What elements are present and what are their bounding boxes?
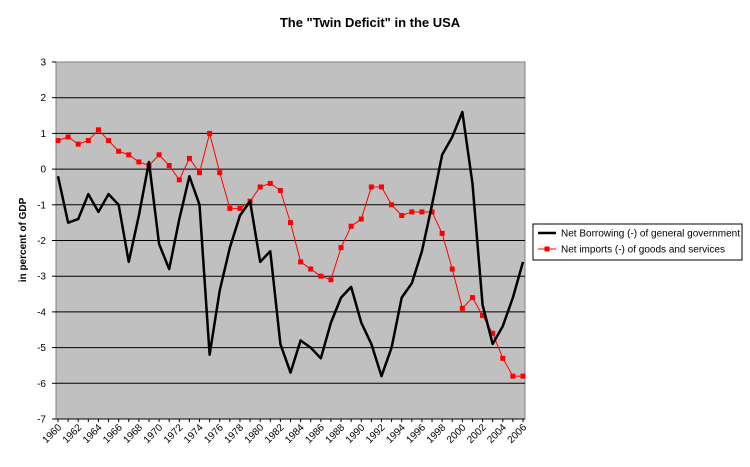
x-tick-label: 1984 bbox=[283, 422, 307, 446]
legend-label-net-imports: Net imports (-) of goods and services bbox=[561, 245, 725, 256]
x-tick-label: 1986 bbox=[303, 422, 327, 446]
x-tick-label: 1966 bbox=[101, 422, 125, 446]
net-imports-point bbox=[459, 305, 465, 311]
x-tick-label: 2000 bbox=[445, 422, 469, 446]
y-axis-ticks: 3 2 1 0 -1 -2 -3 -4 -5 -6 -7 bbox=[37, 58, 56, 426]
net-imports-point bbox=[257, 184, 263, 190]
net-imports-point bbox=[419, 209, 425, 215]
net-imports-point bbox=[288, 220, 293, 226]
x-tick-label: 1970 bbox=[142, 422, 166, 446]
net-imports-point bbox=[176, 177, 182, 183]
series-layer bbox=[55, 110, 526, 379]
net-imports-point bbox=[409, 209, 415, 215]
net-imports-point bbox=[429, 209, 435, 215]
net-imports-point bbox=[277, 188, 283, 194]
x-tick-label: 1972 bbox=[162, 422, 186, 446]
y-axis-label: in percent of GDP bbox=[18, 197, 29, 282]
net-imports-point bbox=[358, 216, 364, 222]
net-imports-point bbox=[267, 180, 273, 186]
y-tick-label: -2 bbox=[37, 236, 46, 247]
net-imports-point bbox=[65, 134, 71, 140]
legend-marker-net-imports bbox=[544, 246, 550, 252]
y-tick-label: -5 bbox=[37, 343, 46, 354]
legend-box bbox=[532, 223, 743, 261]
x-tick-label: 2006 bbox=[506, 422, 530, 446]
net-imports-point bbox=[166, 163, 172, 169]
net-imports-point bbox=[298, 259, 304, 265]
net-imports-point bbox=[186, 155, 192, 161]
x-tick-label: 1998 bbox=[425, 422, 449, 446]
net-imports-point bbox=[116, 148, 122, 154]
chart-title: The "Twin Deficit" in the USA bbox=[280, 15, 461, 30]
x-tick-label: 1974 bbox=[182, 422, 206, 446]
net-imports-point bbox=[136, 159, 142, 165]
net-imports-point bbox=[106, 138, 112, 144]
x-tick-label: 1978 bbox=[223, 422, 247, 446]
net-imports-point bbox=[348, 223, 354, 229]
net-imports-point bbox=[126, 152, 132, 158]
net-imports-point bbox=[490, 330, 496, 336]
x-tick-label: 1992 bbox=[364, 422, 388, 446]
net-imports-point bbox=[338, 245, 344, 251]
net-imports-point bbox=[308, 266, 314, 272]
net-imports-point bbox=[368, 184, 374, 190]
net-imports-point bbox=[439, 230, 445, 236]
y-tick-label: -1 bbox=[37, 200, 46, 211]
x-tick-label: 2004 bbox=[485, 422, 509, 446]
net-imports-point bbox=[480, 312, 486, 318]
x-tick-label: 1960 bbox=[41, 422, 65, 446]
net-imports-point bbox=[399, 213, 405, 219]
y-tick-label: 3 bbox=[40, 58, 46, 69]
net-imports-point bbox=[389, 202, 395, 208]
net-imports-point bbox=[328, 277, 334, 283]
x-tick-label: 1968 bbox=[121, 422, 145, 446]
net-imports-point bbox=[378, 184, 384, 190]
legend: Net Borrowing (-) of general government … bbox=[532, 223, 743, 261]
net-imports-point bbox=[156, 152, 162, 158]
net-imports-point bbox=[449, 266, 455, 272]
x-axis-ticks: 1960196219641966196819701972197419761978… bbox=[41, 418, 530, 446]
net-imports-point bbox=[510, 373, 516, 379]
y-tick-label: 1 bbox=[40, 129, 46, 140]
y-tick-label: 0 bbox=[40, 165, 46, 176]
net-imports-point bbox=[500, 355, 506, 361]
net-imports-point bbox=[237, 205, 243, 211]
net-imports-point bbox=[217, 170, 223, 176]
net-imports-point bbox=[318, 273, 324, 279]
net-imports-point bbox=[55, 138, 61, 144]
y-tick-label: -4 bbox=[37, 307, 46, 318]
y-tick-label: -6 bbox=[37, 379, 46, 390]
y-tick-label: -7 bbox=[37, 415, 46, 426]
x-tick-label: 1980 bbox=[243, 422, 267, 446]
x-tick-label: 1962 bbox=[61, 422, 85, 446]
net-imports-point bbox=[520, 373, 526, 379]
x-tick-label: 1990 bbox=[344, 422, 368, 446]
y-tick-label: -3 bbox=[37, 272, 46, 283]
series-line-net-borrowing bbox=[56, 110, 525, 378]
net-imports-point bbox=[197, 170, 203, 176]
net-imports-point bbox=[207, 130, 213, 136]
x-tick-label: 1994 bbox=[384, 422, 408, 446]
legend-label-net-borrowing: Net Borrowing (-) of general government bbox=[561, 229, 740, 240]
net-imports-point bbox=[85, 138, 91, 144]
x-tick-label: 1996 bbox=[405, 422, 429, 446]
x-tick-label: 1964 bbox=[81, 422, 105, 446]
x-tick-label: 1988 bbox=[324, 422, 348, 446]
x-tick-label: 2002 bbox=[465, 422, 489, 446]
net-imports-point bbox=[227, 205, 233, 211]
grid-lines bbox=[56, 97, 525, 384]
y-tick-label: 2 bbox=[40, 93, 46, 104]
net-imports-point bbox=[469, 295, 475, 301]
net-imports-point bbox=[95, 127, 101, 133]
x-tick-label: 1976 bbox=[202, 422, 226, 446]
net-imports-point bbox=[75, 141, 81, 147]
x-tick-label: 1982 bbox=[263, 422, 287, 446]
